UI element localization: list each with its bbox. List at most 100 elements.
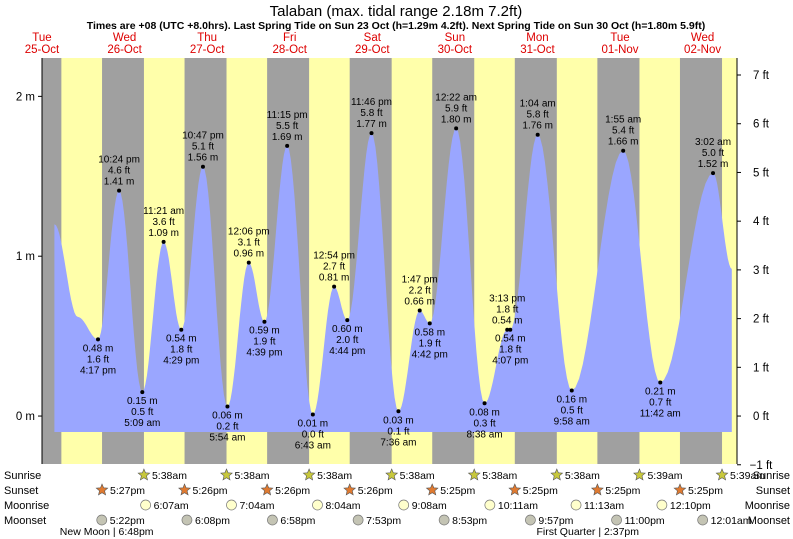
y-tick-label-ft: 7 ft <box>753 70 770 82</box>
moon-phase-label: New Moon | 6:48pm <box>60 526 154 538</box>
tide-extreme-label: 5.1 ft <box>192 142 214 153</box>
moonset-time: 6:58pm <box>280 515 315 527</box>
tide-extreme-label: 0.2 ft <box>216 421 238 432</box>
tide-extreme-point <box>332 284 337 289</box>
tide-extreme-label: 1.66 m <box>608 137 639 148</box>
sunrise-time: 5:38am <box>482 470 517 482</box>
date-label: 02-Nov <box>684 44 721 56</box>
y-tick-label-m: 0 m <box>16 411 35 423</box>
tide-extreme-point <box>179 327 184 332</box>
tide-extreme-label: 1.80 m <box>441 114 472 125</box>
tide-extreme-label: 0.58 m <box>414 327 445 338</box>
tide-extreme-label: 9:58 am <box>554 416 590 427</box>
tide-extreme-label: 5.8 ft <box>360 108 382 119</box>
row-label-right: Moonrise <box>745 500 790 512</box>
tide-extreme-label: 2.0 ft <box>336 335 358 346</box>
tide-extreme-label: 0.59 m <box>249 326 280 337</box>
moonset-time: 8:53pm <box>452 515 487 527</box>
sunset-time: 5:27pm <box>110 485 145 497</box>
tide-extreme-label: 1.52 m <box>698 159 729 170</box>
tide-extreme-label: 0.54 m <box>495 334 526 345</box>
sunset-time: 5:26pm <box>275 485 310 497</box>
sunrise-icon <box>385 468 399 481</box>
day-of-week-label: Fri <box>283 32 296 44</box>
tide-extreme-label: 5:54 am <box>209 432 245 443</box>
moonrise-icon <box>312 499 323 511</box>
day-of-week-label: Sat <box>364 32 382 44</box>
sunrise-icon <box>302 468 316 481</box>
moonrise-time: 7:04am <box>239 500 274 512</box>
tide-extreme-label: 0.60 m <box>332 324 363 335</box>
sunrise-time: 5:39am <box>730 470 765 482</box>
moonrise-time: 12:10pm <box>670 500 711 512</box>
tide-extreme-point <box>711 171 716 176</box>
tide-area <box>54 128 732 433</box>
tide-extreme-label: 1.6 ft <box>87 354 109 365</box>
tide-extreme-point <box>454 126 459 131</box>
tide-extreme-label: 2.7 ft <box>323 262 345 273</box>
date-label: 01-Nov <box>601 44 638 56</box>
moonset-time: 5:22pm <box>110 515 145 527</box>
moonset-icon <box>611 514 622 526</box>
y-tick-label-ft: 2 ft <box>753 314 770 326</box>
moonset-icon <box>438 514 450 526</box>
y-tick-label-ft: 5 ft <box>753 167 770 179</box>
tide-extreme-label: 1.8 ft <box>499 345 521 356</box>
row-label-left: Sunset <box>4 485 38 497</box>
tide-extreme-label: 4:42 pm <box>412 349 448 360</box>
date-label: 26-Oct <box>107 44 142 56</box>
row-label-left: Moonrise <box>4 500 49 512</box>
row-label-right: Moonset <box>748 515 790 527</box>
tide-extreme-label: 1:47 pm <box>402 275 438 286</box>
date-label: 29-Oct <box>355 44 390 56</box>
moonset-time: 7:53pm <box>366 515 401 527</box>
moonrise-icon <box>398 499 410 511</box>
tide-extreme-label: 3.1 ft <box>238 238 260 249</box>
date-label: 25-Oct <box>25 44 60 56</box>
day-of-week-label: Tue <box>32 32 51 44</box>
day-of-week-label: Thu <box>197 32 217 44</box>
sunset-icon <box>343 483 357 496</box>
date-label: 30-Oct <box>438 44 473 56</box>
sunrise-time: 5:38am <box>565 470 600 482</box>
tide-extreme-label: 0.21 m <box>645 386 676 397</box>
tide-extreme-label: 0.7 ft <box>649 397 671 408</box>
moon-phase-label: First Quarter | 2:37pm <box>536 526 639 538</box>
tide-extreme-label: 7:36 am <box>380 437 416 448</box>
tide-extreme-label: 0.81 m <box>319 273 350 284</box>
sunrise-time: 5:38am <box>317 470 352 482</box>
sunrise-icon <box>137 468 151 481</box>
tide-extreme-label: 11:21 am <box>143 206 184 217</box>
tide-extreme-label: 5.9 ft <box>445 103 467 114</box>
tide-extreme-label: 5.0 ft <box>702 148 724 159</box>
tide-extreme-label: 0.01 m <box>298 418 329 429</box>
tide-extreme-label: 10:47 pm <box>182 131 224 142</box>
date-label: 31-Oct <box>520 44 555 56</box>
sunset-icon <box>178 483 192 496</box>
tide-extreme-label: 0.5 ft <box>561 405 583 416</box>
row-label-right: Sunset <box>756 485 790 497</box>
tide-extreme-label: 1.77 m <box>356 119 387 130</box>
sunrise-icon <box>550 468 564 481</box>
day-of-week-label: Wed <box>113 32 136 44</box>
tide-extreme-label: 1.8 ft <box>496 305 518 316</box>
moonrise-time: 11:13am <box>584 500 624 512</box>
tide-extreme-label: 4:39 pm <box>246 348 282 359</box>
tide-extreme-point <box>535 132 540 137</box>
tide-extreme-label: 0.06 m <box>212 410 243 421</box>
sunrise-time: 5:39am <box>647 470 682 482</box>
sunset-time: 5:25pm <box>523 485 558 497</box>
tide-extreme-label: 1.9 ft <box>419 338 441 349</box>
tide-extreme-label: 1.8 ft <box>170 345 192 356</box>
sunset-icon <box>95 483 109 496</box>
tide-extreme-label: 11:46 pm <box>351 97 392 108</box>
tide-extreme-label: 3.6 ft <box>153 217 175 228</box>
tide-extreme-label: 4:44 pm <box>329 346 365 357</box>
tide-extreme-labels: 0.48 m1.6 ft4:17 pm 10:24 pm4.6 ft1.41 m 0… <box>80 92 731 451</box>
moonset-time: 12:01am <box>711 515 752 527</box>
moonset-time: 9:57pm <box>538 515 573 527</box>
tide-extreme-label: 3:13 pm <box>489 294 525 305</box>
tide-extreme-label: 0.1 ft <box>387 426 409 437</box>
day-headers: Tue25-OctWed26-OctThu27-OctFri28-OctSat2… <box>25 32 722 56</box>
tide-extreme-label: 12:22 am <box>435 92 477 103</box>
